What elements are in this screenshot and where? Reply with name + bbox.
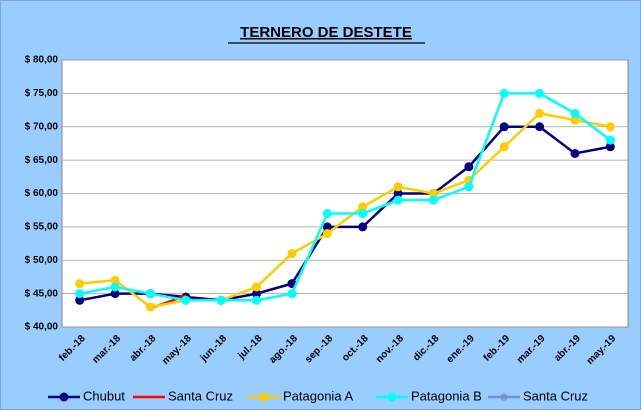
legend-marker [259, 392, 269, 402]
legend-label: Chubut [83, 388, 125, 403]
point [464, 182, 474, 192]
chart-title: TERNERO DE DESTETE [240, 24, 412, 41]
point [605, 135, 615, 145]
legend-label: Patagonia B [411, 388, 482, 403]
series-line [79, 92, 612, 302]
legend-label: Patagonia A [283, 388, 353, 403]
point [181, 295, 191, 305]
point [252, 295, 262, 305]
point [393, 195, 403, 205]
legend-label: Santa Cruz [168, 388, 233, 403]
point [358, 202, 368, 212]
y-tick-label: $ 40,00 [25, 322, 59, 333]
series-line [79, 125, 611, 302]
point [358, 209, 368, 219]
point [287, 249, 297, 259]
point [499, 142, 509, 152]
point [75, 289, 85, 299]
legend-label: Santa Cruz [523, 388, 588, 403]
point [428, 189, 438, 198]
point [322, 209, 332, 219]
point [535, 88, 545, 98]
series-line [79, 112, 611, 309]
point [605, 142, 615, 152]
point [252, 282, 262, 292]
y-tick-label: $ 50,00 [25, 255, 59, 266]
point [110, 282, 120, 292]
point [110, 289, 120, 299]
point [570, 108, 580, 118]
y-tick-label: $ 60,00 [25, 188, 59, 199]
point [252, 289, 262, 299]
y-tick-label: $ 65,00 [25, 155, 59, 166]
point [322, 222, 332, 232]
point [393, 182, 403, 192]
point [499, 122, 509, 132]
y-tick-label: $ 45,00 [25, 288, 59, 299]
legend-marker [59, 392, 69, 402]
point [535, 108, 545, 118]
point [287, 289, 297, 299]
point [75, 279, 85, 289]
point [428, 195, 438, 205]
legend-marker [387, 392, 397, 402]
point [145, 302, 155, 312]
point [535, 122, 545, 132]
point [75, 295, 85, 305]
point [464, 162, 474, 172]
y-tick-label: $ 80,00 [25, 55, 59, 66]
point [216, 295, 226, 305]
point [393, 189, 403, 198]
y-tick-label: $ 70,00 [25, 121, 59, 132]
point [499, 88, 509, 98]
point [110, 275, 120, 285]
y-tick-label: $ 55,00 [25, 222, 59, 233]
point [570, 148, 580, 158]
legend-marker [500, 393, 508, 401]
point [358, 222, 368, 232]
point [605, 122, 615, 132]
y-tick-label: $ 75,00 [25, 88, 59, 99]
point [570, 115, 580, 125]
point [145, 289, 155, 299]
point [322, 229, 332, 239]
